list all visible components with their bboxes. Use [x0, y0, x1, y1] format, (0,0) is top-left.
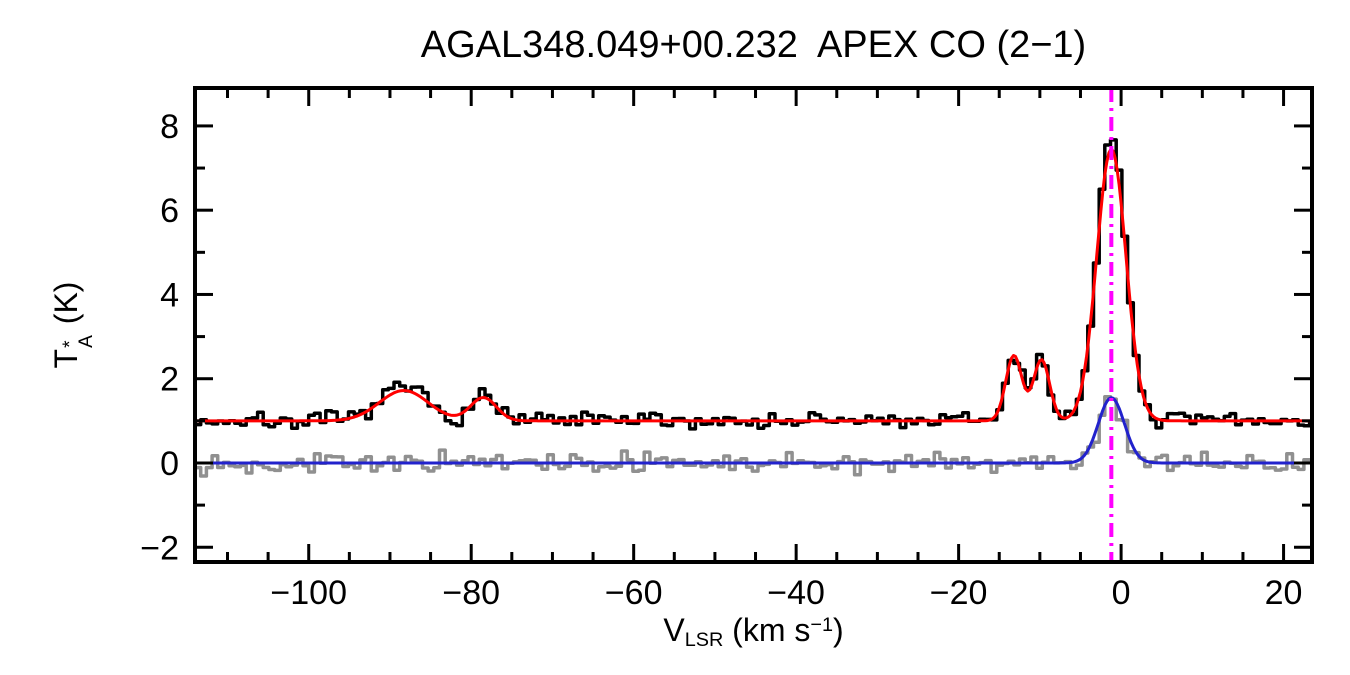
x-tick-label: 0	[1112, 574, 1131, 612]
y-tick-label: 6	[160, 192, 179, 230]
x-tick-label: 20	[1265, 574, 1303, 612]
x-tick-label: −60	[605, 574, 663, 612]
gaussian-fit	[195, 147, 1312, 423]
y-axis-unit: (K)	[48, 281, 85, 334]
residual-spectrum	[195, 394, 1312, 478]
observed-spectrum	[195, 138, 1312, 431]
y-tick-label: 0	[160, 445, 179, 483]
y-axis-symbol: T	[48, 348, 85, 369]
x-axis-subscript: LSR	[684, 628, 724, 651]
y-axis-subsup: * A	[60, 335, 98, 348]
y-tick-label: 2	[160, 361, 179, 399]
y-axis-label: T * A (K)	[48, 281, 98, 369]
x-tick-label: −80	[442, 574, 500, 612]
plot-area	[195, 138, 1312, 478]
chart-title: AGAL348.049+00.232 APEX CO (2−1)	[420, 24, 1087, 66]
x-axis-superscript: −1	[810, 614, 833, 637]
x-axis-symbol: V	[663, 612, 685, 648]
x-tick-label: −20	[930, 574, 988, 612]
x-axis-label: VLSR (km s−1)	[195, 612, 1312, 652]
y-tick-label: 8	[160, 108, 179, 146]
residual-fit	[195, 396, 1312, 465]
y-tick-label: −2	[140, 529, 179, 567]
x-axis-unit-open: (km s	[723, 612, 811, 648]
y-axis-subscript: A	[76, 335, 98, 348]
x-axis-unit-close: )	[832, 612, 844, 648]
x-tick-label: −40	[767, 574, 825, 612]
axes-frame	[193, 86, 1314, 564]
y-tick-label: 4	[160, 276, 179, 314]
x-tick-label: −100	[270, 574, 347, 612]
